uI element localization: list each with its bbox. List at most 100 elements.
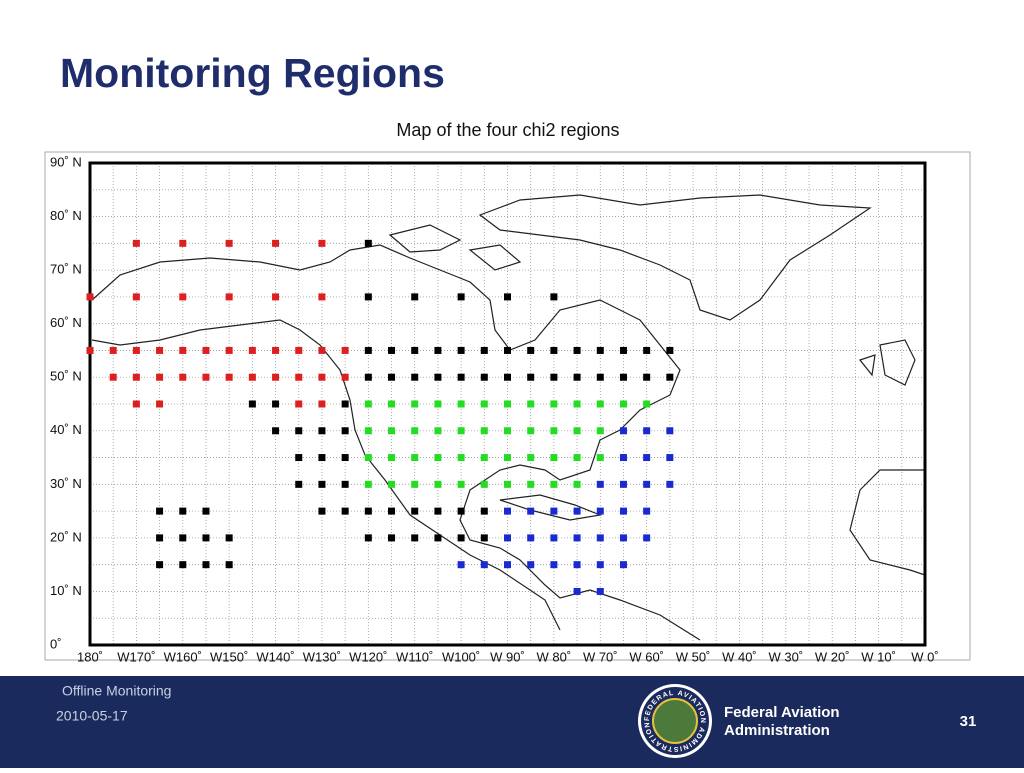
- region-point: [550, 346, 558, 354]
- region-point: [434, 373, 442, 381]
- region-point: [364, 239, 372, 247]
- region-point: [248, 400, 256, 408]
- region-point: [596, 400, 604, 408]
- region-point: [156, 373, 164, 381]
- region-point: [504, 480, 511, 488]
- region-point: [550, 507, 558, 515]
- region-point: [388, 400, 396, 408]
- region-point: [619, 561, 627, 569]
- region-point: [666, 480, 674, 488]
- region-point: [411, 454, 419, 462]
- region-point: [272, 427, 280, 435]
- region-point: [156, 534, 164, 542]
- region-point: [596, 373, 604, 381]
- slide-title: Monitoring Regions: [60, 50, 445, 96]
- region-point: [434, 454, 442, 462]
- x-tick-label: W160˚: [164, 649, 202, 664]
- region-point: [179, 534, 187, 542]
- region-point: [179, 373, 187, 381]
- region-point: [272, 373, 280, 381]
- region-point: [341, 400, 349, 408]
- region-point: [179, 507, 187, 515]
- region-point: [364, 507, 372, 515]
- region-point: [480, 507, 488, 515]
- region-point: [434, 400, 442, 408]
- region-point: [504, 400, 511, 408]
- region-point: [388, 480, 396, 488]
- region-point: [527, 400, 535, 408]
- region-point: [318, 400, 326, 408]
- region-point: [156, 507, 164, 515]
- region-point: [619, 400, 627, 408]
- region-point: [434, 507, 442, 515]
- x-tick-label: W 70˚: [583, 649, 618, 664]
- region-point: [573, 507, 581, 515]
- region-point: [364, 427, 372, 435]
- region-point: [457, 454, 465, 462]
- region-point: [573, 587, 581, 595]
- map-title: Map of the four chi2 regions: [396, 120, 619, 140]
- region-point: [504, 373, 511, 381]
- footer-date: 2010-05-17: [56, 708, 128, 724]
- region-point: [225, 293, 233, 301]
- region-point: [573, 480, 581, 488]
- region-point: [411, 373, 419, 381]
- region-point: [364, 373, 372, 381]
- region-point: [596, 507, 604, 515]
- region-point: [527, 534, 535, 542]
- x-tick-label: W 50˚: [676, 649, 711, 664]
- region-point: [527, 480, 535, 488]
- region-point: [596, 480, 604, 488]
- region-point: [619, 507, 627, 515]
- x-tick-label: W110˚: [396, 649, 433, 664]
- region-point: [573, 373, 581, 381]
- region-point: [643, 427, 651, 435]
- region-point: [411, 534, 419, 542]
- x-tick-label: W120˚: [349, 649, 387, 664]
- region-point: [156, 561, 164, 569]
- region-point: [596, 427, 604, 435]
- region-point: [388, 534, 396, 542]
- region-point: [364, 346, 372, 354]
- region-point: [364, 454, 372, 462]
- region-point: [643, 507, 651, 515]
- page-number: 31: [960, 713, 977, 730]
- x-tick-label: W100˚: [442, 649, 480, 664]
- north-america-east: [91, 244, 701, 641]
- region-point: [225, 373, 233, 381]
- region-point: [504, 561, 511, 569]
- region-point: [457, 534, 465, 542]
- region-point: [596, 587, 604, 595]
- y-tick-label: 50˚ N: [50, 369, 82, 384]
- region-point: [550, 534, 558, 542]
- region-point: [480, 454, 488, 462]
- region-point: [341, 507, 349, 515]
- x-tick-label: W 30˚: [768, 649, 803, 664]
- region-point: [156, 346, 164, 354]
- seal-globe: [652, 698, 698, 744]
- region-point: [457, 373, 465, 381]
- region-point: [573, 561, 581, 569]
- footer-bar: [0, 676, 1024, 768]
- region-point: [364, 534, 372, 542]
- region-point: [225, 239, 233, 247]
- region-point: [457, 480, 465, 488]
- y-tick-label: 60˚ N: [50, 315, 82, 330]
- region-point: [666, 454, 674, 462]
- x-tick-label: W170˚: [117, 649, 155, 664]
- region-point: [434, 346, 442, 354]
- y-tick-label: 30˚ N: [50, 476, 82, 491]
- region-point: [619, 534, 627, 542]
- y-tick-label: 70˚ N: [50, 262, 82, 277]
- arctic-islands: [388, 224, 522, 271]
- x-tick-label: W 90˚: [490, 649, 525, 664]
- region-point: [457, 346, 465, 354]
- region-point: [619, 373, 627, 381]
- region-point: [596, 346, 604, 354]
- region-point: [457, 507, 465, 515]
- region-point: [156, 400, 164, 408]
- region-point: [527, 346, 535, 354]
- region-point: [411, 293, 419, 301]
